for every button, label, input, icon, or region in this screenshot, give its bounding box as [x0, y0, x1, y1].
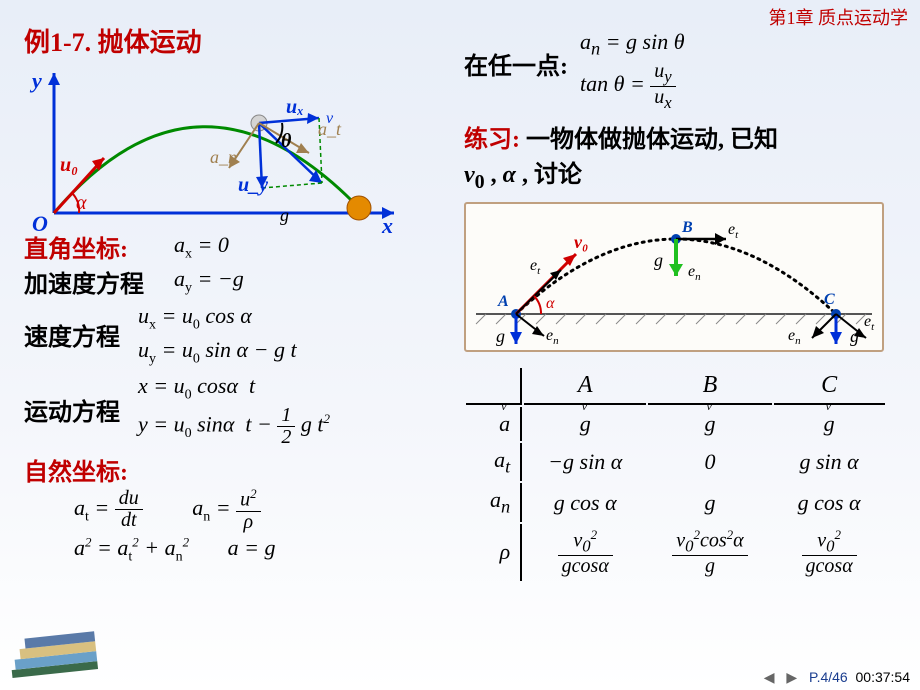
practice-diagram: A v₀ et g en α [464, 202, 884, 352]
eq-anypoint: an = g sin θ tan θ = uyux [580, 28, 685, 111]
svg-text:O: O [32, 211, 48, 233]
svg-text:en: en [788, 327, 801, 347]
svg-text:y: y [29, 68, 42, 93]
svg-text:C: C [824, 291, 835, 308]
svg-text:g: g [496, 326, 505, 346]
chapter-title: 第1章 质点运动学 [769, 4, 909, 30]
svg-text:u₀: u₀ [60, 154, 78, 176]
svg-text:et: et [864, 313, 875, 333]
practice-text: 练习: 一物体做抛体运动, 已知 v0 , α , 讨论 [464, 119, 904, 194]
svg-text:A: A [497, 293, 509, 310]
velocity-heading: 速度方程 [24, 317, 120, 352]
row-rho: ρ [466, 524, 522, 581]
svg-text:θ: θ [281, 130, 292, 152]
svg-text:v₀: v₀ [574, 232, 588, 252]
example-title: 例1-7. 抛体运动 [24, 22, 454, 59]
cartesian-heading: 直角坐标: [24, 229, 144, 264]
timestamp: 00:37:54 [856, 669, 911, 685]
accel-heading: 加速度方程 [24, 264, 144, 299]
svg-text:uₓ: uₓ [286, 96, 304, 118]
svg-text:g: g [654, 250, 663, 270]
svg-text:x: x [381, 213, 393, 233]
natural-heading: 自然坐标: [24, 452, 454, 487]
row-a: va [466, 407, 522, 441]
next-arrow-icon[interactable]: ▶ [786, 669, 797, 686]
answer-table: A B C va vg vg vg at −g sin α 0 g sin α … [464, 366, 887, 583]
motion-heading: 运动方程 [24, 392, 120, 427]
page-number: P.4/46 [809, 669, 848, 685]
svg-text:α: α [546, 295, 555, 312]
svg-text:et: et [530, 257, 541, 277]
eq-xy: x = u0 cosα t y = u0 sinα t − 12 g t2 [138, 371, 330, 448]
svg-text:v: v [326, 110, 334, 127]
eq-ux-uy: ux = u0 cos α uy = u0 sin α − g t [138, 301, 297, 369]
svg-text:α: α [76, 192, 87, 214]
svg-text:B: B [681, 219, 693, 236]
svg-text:u_y: u_y [238, 174, 268, 196]
svg-text:a_n: a_n [210, 147, 237, 167]
books-decoration [0, 620, 140, 690]
row-an: an [466, 483, 522, 521]
projectile-diagram: y x O u₀ α uₓ u_y a_t a_n θ v g [24, 63, 404, 233]
svg-text:en: en [688, 263, 701, 283]
eq-natural: at = dudt an = u2ρ a2 = at2 + an2 a = g [74, 487, 454, 567]
row-at: at [466, 443, 522, 481]
footer: ◀ ▶ P.4/46 00:37:54 [764, 669, 910, 686]
svg-text:g: g [280, 205, 289, 225]
svg-text:en: en [546, 327, 559, 347]
svg-text:et: et [728, 221, 739, 241]
any-point-label: 在任一点: [464, 46, 568, 81]
eq-ax-ay: ax = 0 ay = −g [174, 230, 244, 298]
prev-arrow-icon[interactable]: ◀ [764, 669, 775, 686]
